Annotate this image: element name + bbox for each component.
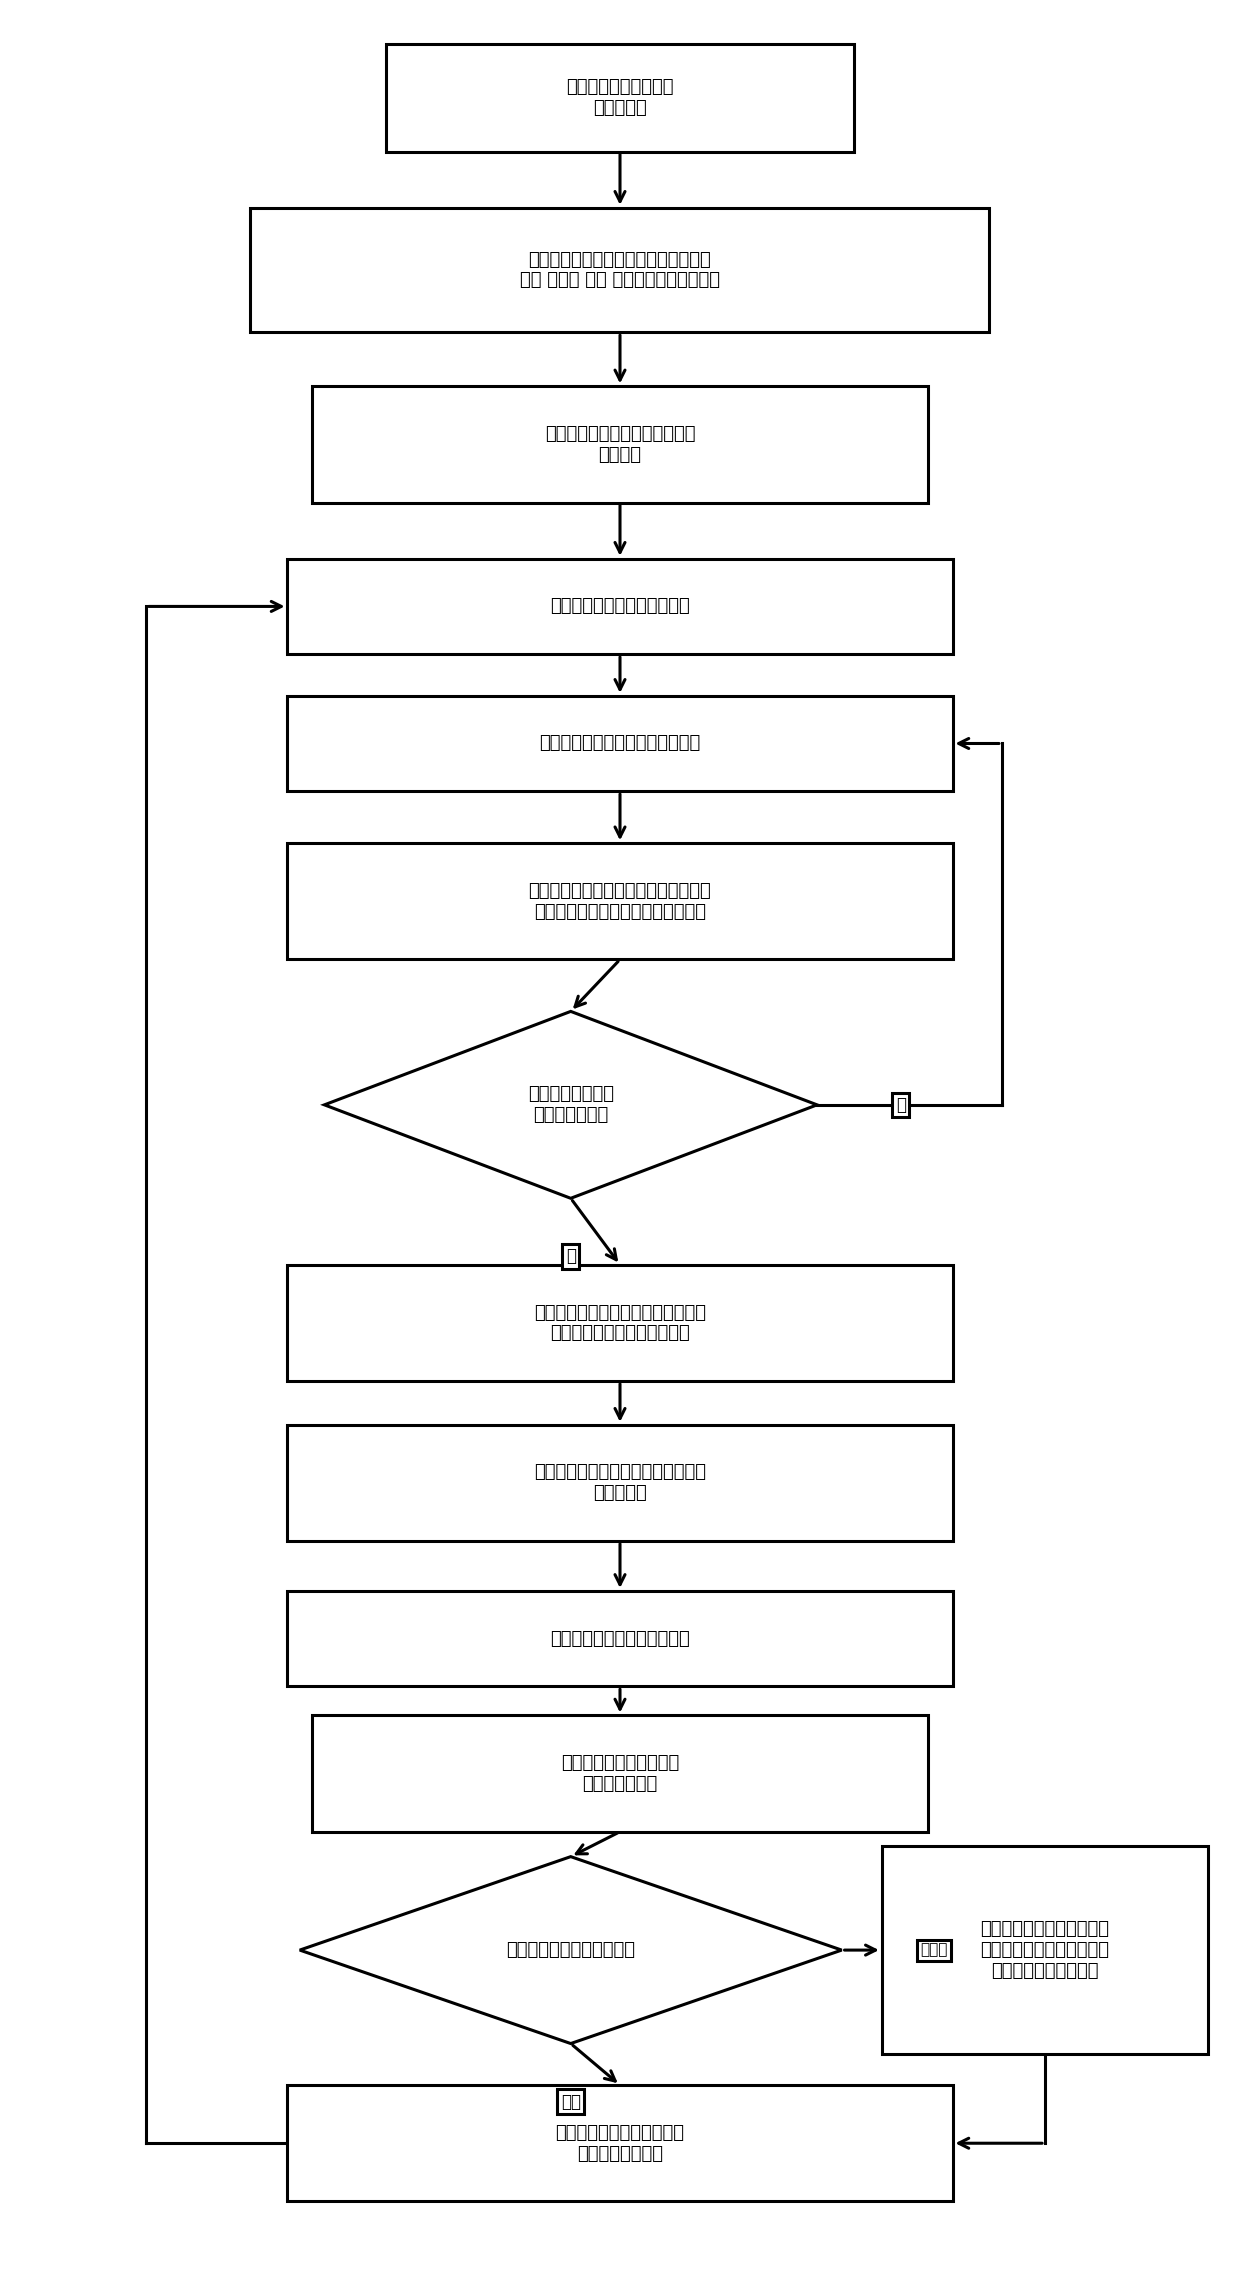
Text: 三级管理系统读入待剪切板坯长
度等要求: 三级管理系统读入待剪切板坯长 度等要求: [544, 425, 696, 463]
Text: 板坯长度差异是否
小于等于上限值: 板坯长度差异是否 小于等于上限值: [528, 1086, 614, 1125]
FancyBboxPatch shape: [288, 695, 952, 791]
Text: 图显板坯剪切断面轮廓及形貌: 图显板坯剪切断面轮廓及形貌: [551, 1629, 689, 1647]
Polygon shape: [300, 1856, 842, 2043]
Text: 不合格: 不合格: [920, 1943, 947, 1958]
Text: 板坯剪切断口质量等级判定: 板坯剪切断口质量等级判定: [506, 1940, 635, 1958]
Text: 板坯断面质量与系统缺陷
分级库进行对比: 板坯断面质量与系统缺陷 分级库进行对比: [560, 1754, 680, 1793]
Text: 系统监视上位机显示板坯信息: 系统监视上位机显示板坯信息: [551, 598, 689, 616]
FancyBboxPatch shape: [288, 1425, 952, 1540]
FancyBboxPatch shape: [288, 1590, 952, 1686]
Text: 板坯运输到剪切工位，
系统初始化: 板坯运输到剪切工位， 系统初始化: [567, 77, 673, 118]
FancyBboxPatch shape: [288, 843, 952, 959]
Text: 是: 是: [565, 1247, 575, 1266]
Text: 采用激光测距传感器对板坯长度进行测
量，并与系统设定板坯长度进行对比: 采用激光测距传感器对板坯长度进行测 量，并与系统设定板坯长度进行对比: [528, 882, 712, 920]
Text: 否: 否: [895, 1095, 905, 1113]
Text: 采用视觉识别装置对板坯剪切断面进
行图像识别: 采用视觉识别装置对板坯剪切断面进 行图像识别: [534, 1463, 706, 1502]
FancyBboxPatch shape: [312, 386, 928, 502]
Text: 控制运输辊道转动，向前运
输板坯，结束剪切: 控制运输辊道转动，向前运 输板坯，结束剪切: [556, 2124, 684, 2163]
FancyBboxPatch shape: [386, 43, 854, 152]
FancyBboxPatch shape: [250, 207, 990, 332]
Text: 控制运输辊道转动，调整板坯位置: 控制运输辊道转动，调整板坯位置: [539, 734, 701, 752]
Text: 合格: 合格: [560, 2093, 580, 2111]
FancyBboxPatch shape: [312, 1715, 928, 1831]
FancyBboxPatch shape: [882, 1847, 1208, 2054]
FancyBboxPatch shape: [288, 559, 952, 654]
FancyBboxPatch shape: [288, 2086, 952, 2202]
Polygon shape: [325, 1011, 817, 1197]
Text: 进行剪切，剪切后控制运输辊道向前
运输板坯至视觉识别装置工位: 进行剪切，剪切后控制运输辊道向前 运输板坯至视觉识别装置工位: [534, 1304, 706, 1343]
Text: 采用伺服液压缸驱动剪刀间
隙楔形调整机构对剪刀间隙
进行调整或者进行换刀: 采用伺服液压缸驱动剪刀间 隙楔形调整机构对剪刀间隙 进行调整或者进行换刀: [981, 1920, 1110, 1979]
Text: 二级过程控制系统读入待剪切板坯信息
包括 板坯号 宽度 厚度及系统时间等信息: 二级过程控制系统读入待剪切板坯信息 包括 板坯号 宽度 厚度及系统时间等信息: [520, 250, 720, 289]
FancyBboxPatch shape: [288, 1266, 952, 1381]
